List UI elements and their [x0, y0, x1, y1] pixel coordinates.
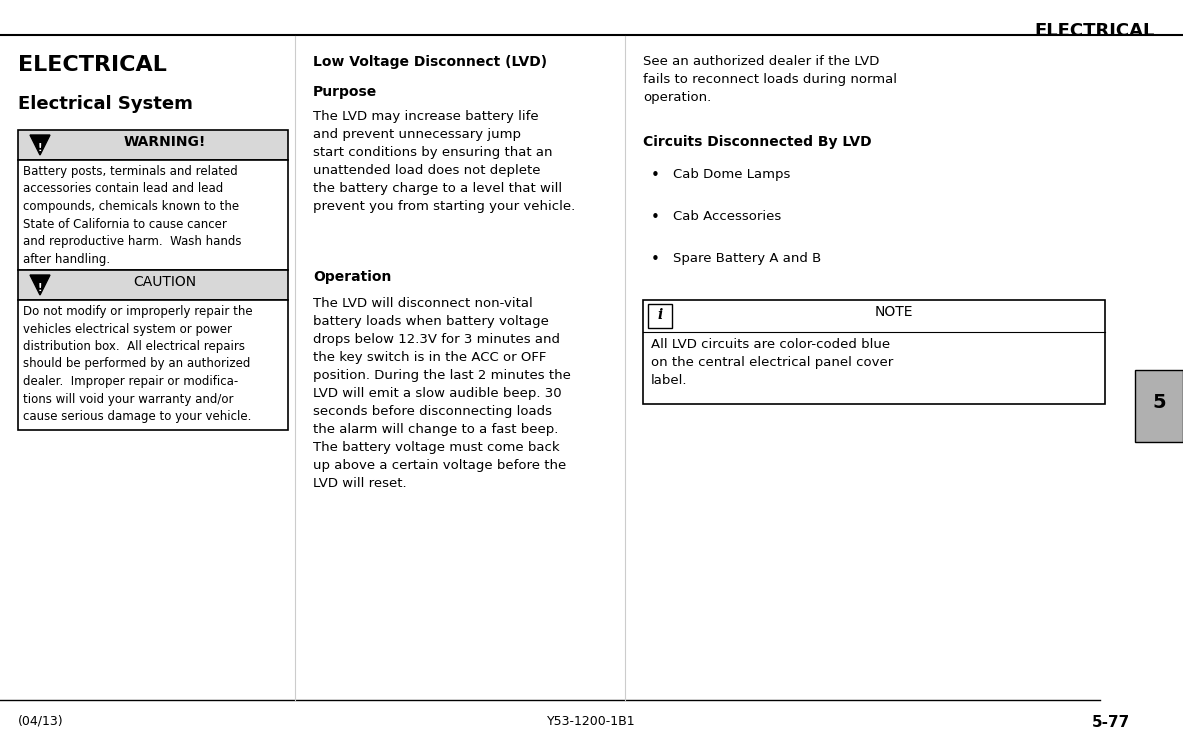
Text: Low Voltage Disconnect (LVD): Low Voltage Disconnect (LVD) [313, 55, 547, 69]
Text: !: ! [38, 283, 43, 293]
Bar [18, 130, 287, 160]
Bar [18, 270, 287, 300]
Text: See an authorized dealer if the LVD
fails to reconnect loads during normal
opera: See an authorized dealer if the LVD fail… [644, 55, 897, 104]
Text: Electrical System: Electrical System [18, 95, 193, 113]
Bar [18, 160, 287, 270]
Text: •: • [651, 252, 660, 267]
Text: Circuits Disconnected By LVD: Circuits Disconnected By LVD [644, 135, 872, 149]
Text: Battery posts, terminals and related
accessories contain lead and lead
compounds: Battery posts, terminals and related acc… [22, 165, 241, 266]
Text: 5: 5 [1152, 392, 1165, 411]
Text: i: i [658, 308, 662, 322]
Text: !: ! [38, 143, 43, 153]
Text: Purpose: Purpose [313, 85, 377, 99]
Text: NOTE: NOTE [874, 305, 913, 319]
Text: The LVD will disconnect non-vital
battery loads when battery voltage
drops below: The LVD will disconnect non-vital batter… [313, 297, 571, 490]
Text: All LVD circuits are color-coded blue
on the central electrical panel cover
labe: All LVD circuits are color-coded blue on… [651, 338, 893, 387]
Text: Operation: Operation [313, 270, 392, 284]
Polygon shape [30, 135, 50, 155]
Text: •: • [651, 168, 660, 183]
Text: Spare Battery A and B: Spare Battery A and B [673, 252, 821, 265]
Text: WARNING!: WARNING! [124, 135, 206, 149]
Text: The LVD may increase battery life
and prevent unnecessary jump
start conditions : The LVD may increase battery life and pr… [313, 110, 575, 213]
Bar [644, 300, 1105, 404]
Polygon shape [30, 275, 50, 295]
Bar [18, 300, 287, 430]
Text: (04/13): (04/13) [18, 715, 64, 728]
Text: •: • [651, 210, 660, 225]
Text: ELECTRICAL: ELECTRICAL [1035, 22, 1155, 40]
Text: Cab Accessories: Cab Accessories [673, 210, 781, 223]
Text: Cab Dome Lamps: Cab Dome Lamps [673, 168, 790, 181]
Text: ELECTRICAL: ELECTRICAL [18, 55, 167, 75]
Text: 5-77: 5-77 [1092, 715, 1130, 730]
Text: Do not modify or improperly repair the
vehicles electrical system or power
distr: Do not modify or improperly repair the v… [22, 305, 253, 423]
Bar [648, 304, 672, 328]
Text: CAUTION: CAUTION [134, 275, 196, 289]
Text: Y53-1200-1B1: Y53-1200-1B1 [547, 715, 635, 728]
Bar [1134, 370, 1183, 442]
